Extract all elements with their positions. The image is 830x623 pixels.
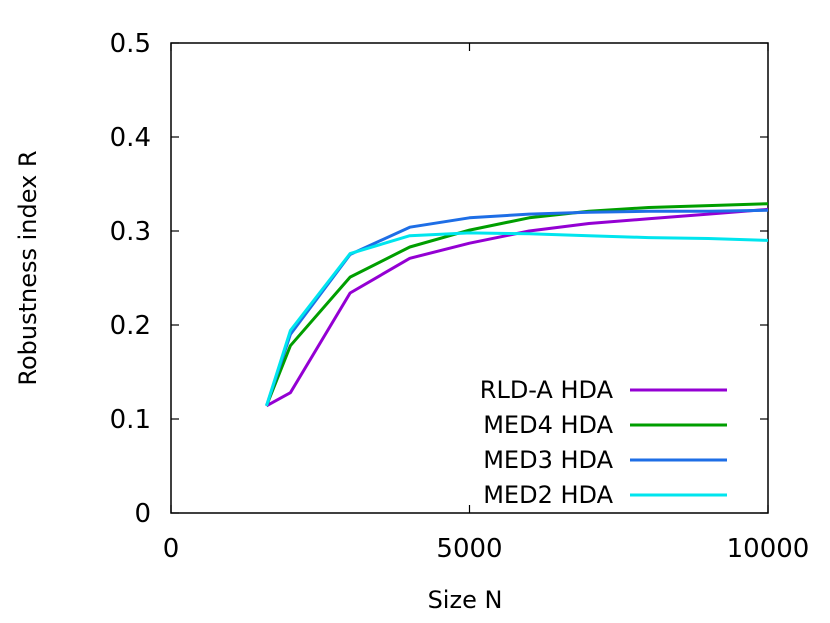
plot-frame	[170, 42, 769, 514]
y-tick-label: 0.5	[110, 29, 151, 59]
y-axis-label: Robustness index R	[14, 150, 42, 385]
axis-ticks: 0 0.1 0.2 0.3 0.4 0.5 0 5000 10000	[110, 29, 810, 564]
series-line	[265, 202, 769, 407]
y-tick-label: 0	[134, 499, 151, 529]
x-tick-label: 0	[163, 534, 180, 564]
y-tick-label: 0.1	[110, 405, 151, 435]
y-tick-label: 0.4	[110, 123, 151, 153]
x-axis-label: Size N	[428, 586, 503, 614]
y-tick-label: 0.3	[110, 217, 151, 247]
legend-label: MED4 HDA	[483, 411, 613, 439]
series-line	[265, 231, 769, 407]
legend-label: MED2 HDA	[483, 481, 613, 509]
x-tick-label: 10000	[727, 534, 810, 564]
x-tick-label: 5000	[436, 534, 502, 564]
legend-label: MED3 HDA	[483, 446, 613, 474]
y-tick-label: 0.2	[110, 311, 151, 341]
legend-label: RLD-A HDA	[480, 376, 614, 404]
legend: RLD-A HDA MED4 HDA MED3 HDA MED2 HDA	[480, 376, 727, 509]
series-lines	[265, 202, 769, 408]
series-line	[265, 207, 769, 408]
